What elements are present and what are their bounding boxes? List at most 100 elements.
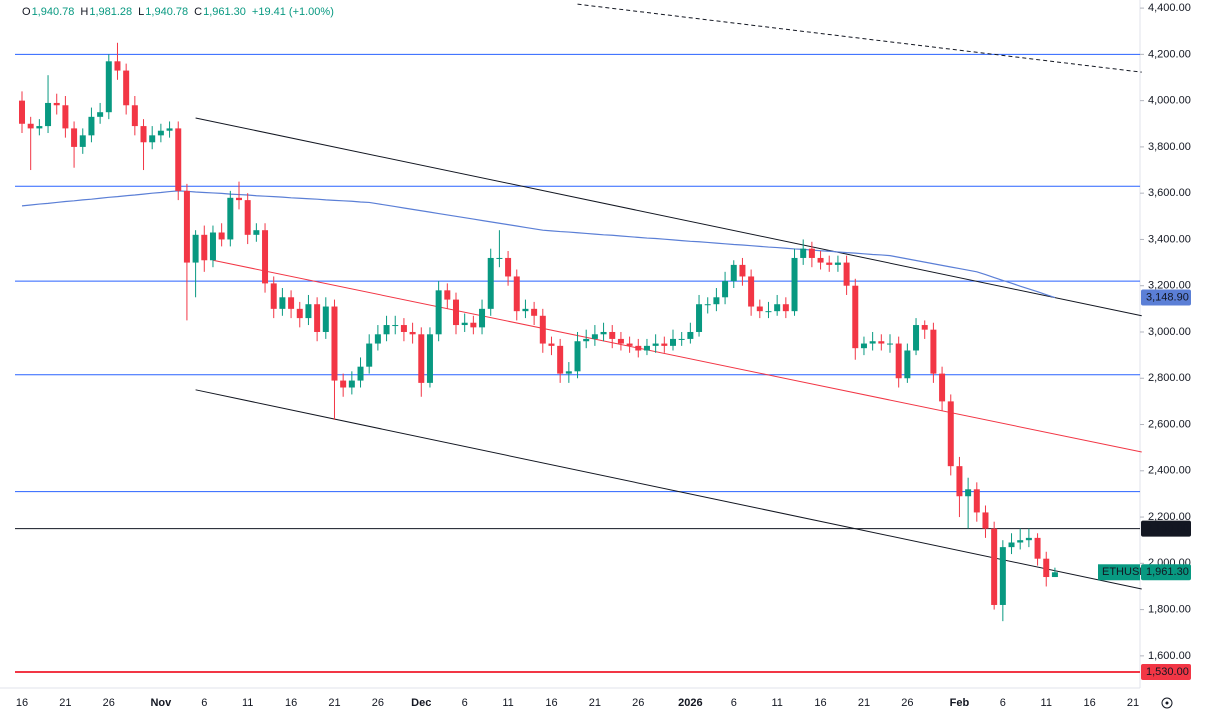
moving-average bbox=[21, 190, 1056, 299]
candle-body bbox=[166, 128, 173, 131]
candle-body bbox=[262, 230, 269, 284]
candle-body bbox=[808, 248, 815, 258]
candle-body bbox=[513, 276, 520, 312]
candle-body bbox=[860, 343, 867, 349]
candle-body bbox=[1025, 537, 1032, 541]
x-tick-label: 11 bbox=[242, 697, 253, 709]
candle-body bbox=[496, 257, 503, 259]
candle-body bbox=[739, 264, 746, 277]
trend-line bbox=[577, 3, 1142, 73]
candle-body bbox=[279, 297, 286, 309]
last-price-label: 1,961.30 bbox=[1146, 566, 1189, 578]
candle-body bbox=[774, 304, 781, 312]
x-tick-label: 11 bbox=[771, 697, 782, 709]
candle-body bbox=[704, 304, 711, 306]
candle-body bbox=[869, 341, 876, 344]
y-tick-label: 3,000.00 bbox=[1148, 326, 1191, 338]
y-tick-label: 2,600.00 bbox=[1148, 418, 1191, 430]
candle-body bbox=[114, 61, 121, 71]
candle-body bbox=[479, 308, 486, 328]
x-tick-label: 16 bbox=[545, 697, 557, 709]
x-tick-label: 26 bbox=[372, 697, 384, 709]
y-tick-label: 3,600.00 bbox=[1148, 187, 1191, 199]
x-tick-label: 16 bbox=[814, 697, 826, 709]
ohlc-key: H bbox=[80, 6, 89, 18]
level-label-bg bbox=[1141, 664, 1191, 681]
candle-body bbox=[921, 325, 928, 330]
candle-body bbox=[331, 306, 338, 381]
candle-body bbox=[670, 338, 676, 346]
x-tick-label: 21 bbox=[59, 697, 71, 709]
x-tick-label: 6 bbox=[1000, 697, 1006, 709]
x-tick-label: 26 bbox=[901, 697, 913, 709]
y-tick-label: 2,200.00 bbox=[1148, 511, 1191, 523]
x-tick-label: 11 bbox=[1041, 697, 1052, 709]
candle-body bbox=[565, 371, 572, 374]
candle-body bbox=[140, 126, 147, 143]
x-tick-label: 16 bbox=[16, 697, 28, 709]
candle-body bbox=[791, 257, 798, 312]
candle-body bbox=[322, 306, 329, 332]
candle-body bbox=[522, 308, 529, 312]
candle-body bbox=[756, 306, 763, 312]
candle-body bbox=[453, 299, 459, 326]
candle-body bbox=[852, 285, 859, 349]
candle-body bbox=[583, 338, 590, 342]
candle-body bbox=[123, 70, 130, 106]
symbol-tag: ETHUSD bbox=[1102, 566, 1147, 578]
settings-icon[interactable] bbox=[1161, 697, 1173, 709]
x-tick-label: Dec bbox=[411, 697, 431, 709]
candle-body bbox=[826, 262, 833, 265]
x-tick-label: 21 bbox=[858, 697, 870, 709]
candle-body bbox=[305, 304, 312, 319]
candle-body bbox=[904, 350, 911, 379]
candle-body bbox=[956, 466, 963, 497]
y-tick-label: 1,600.00 bbox=[1148, 650, 1191, 662]
level-label: 2,150.00 bbox=[1146, 523, 1189, 535]
ohlc-key: L bbox=[138, 6, 145, 18]
candle-body bbox=[19, 100, 25, 124]
x-tick-label: 6 bbox=[731, 697, 737, 709]
trend-line bbox=[195, 117, 1142, 317]
candle-body bbox=[71, 128, 78, 147]
y-tick-label: 4,200.00 bbox=[1148, 48, 1191, 60]
candle-body bbox=[626, 343, 633, 346]
last-price-label-bg bbox=[1141, 564, 1191, 581]
candle-body bbox=[209, 232, 216, 261]
candle-body bbox=[973, 489, 980, 513]
candle-body bbox=[965, 489, 972, 497]
candle-body bbox=[574, 341, 581, 372]
candle-body bbox=[340, 380, 347, 388]
y-tick-label: 4,000.00 bbox=[1148, 95, 1191, 107]
candle-body bbox=[435, 290, 442, 335]
y-tick-label: 1,800.00 bbox=[1148, 604, 1191, 616]
candle-body bbox=[930, 329, 937, 374]
candle-body bbox=[62, 105, 69, 129]
candle-body bbox=[175, 128, 182, 191]
ohlc-header: O 1,940.78 H 1,981.28 L 1,940.78 C 1,961.30 +19.… bbox=[22, 6, 334, 18]
candle-body bbox=[45, 102, 52, 127]
candle-body bbox=[1051, 572, 1058, 578]
candle-body bbox=[227, 197, 234, 240]
candle-body bbox=[800, 248, 807, 258]
ohlc-value: 1,981.28 bbox=[89, 6, 133, 18]
candle-body bbox=[88, 116, 95, 136]
candle-body bbox=[696, 304, 703, 332]
candle-body bbox=[314, 304, 321, 332]
candle-body bbox=[409, 331, 416, 335]
candle-body bbox=[722, 281, 729, 298]
candle-body bbox=[913, 325, 920, 351]
candle-body bbox=[444, 290, 451, 300]
y-tick-label: 4,400.00 bbox=[1148, 2, 1191, 14]
candle-body bbox=[400, 325, 407, 332]
y-tick-label: 2,400.00 bbox=[1148, 465, 1191, 477]
candle-body bbox=[296, 308, 303, 319]
ohlc-key: O bbox=[22, 6, 31, 18]
candle-body bbox=[201, 234, 208, 261]
candle-body bbox=[591, 334, 598, 339]
candle-body bbox=[192, 234, 199, 263]
candle-body bbox=[383, 325, 390, 335]
candle-body bbox=[149, 135, 156, 143]
